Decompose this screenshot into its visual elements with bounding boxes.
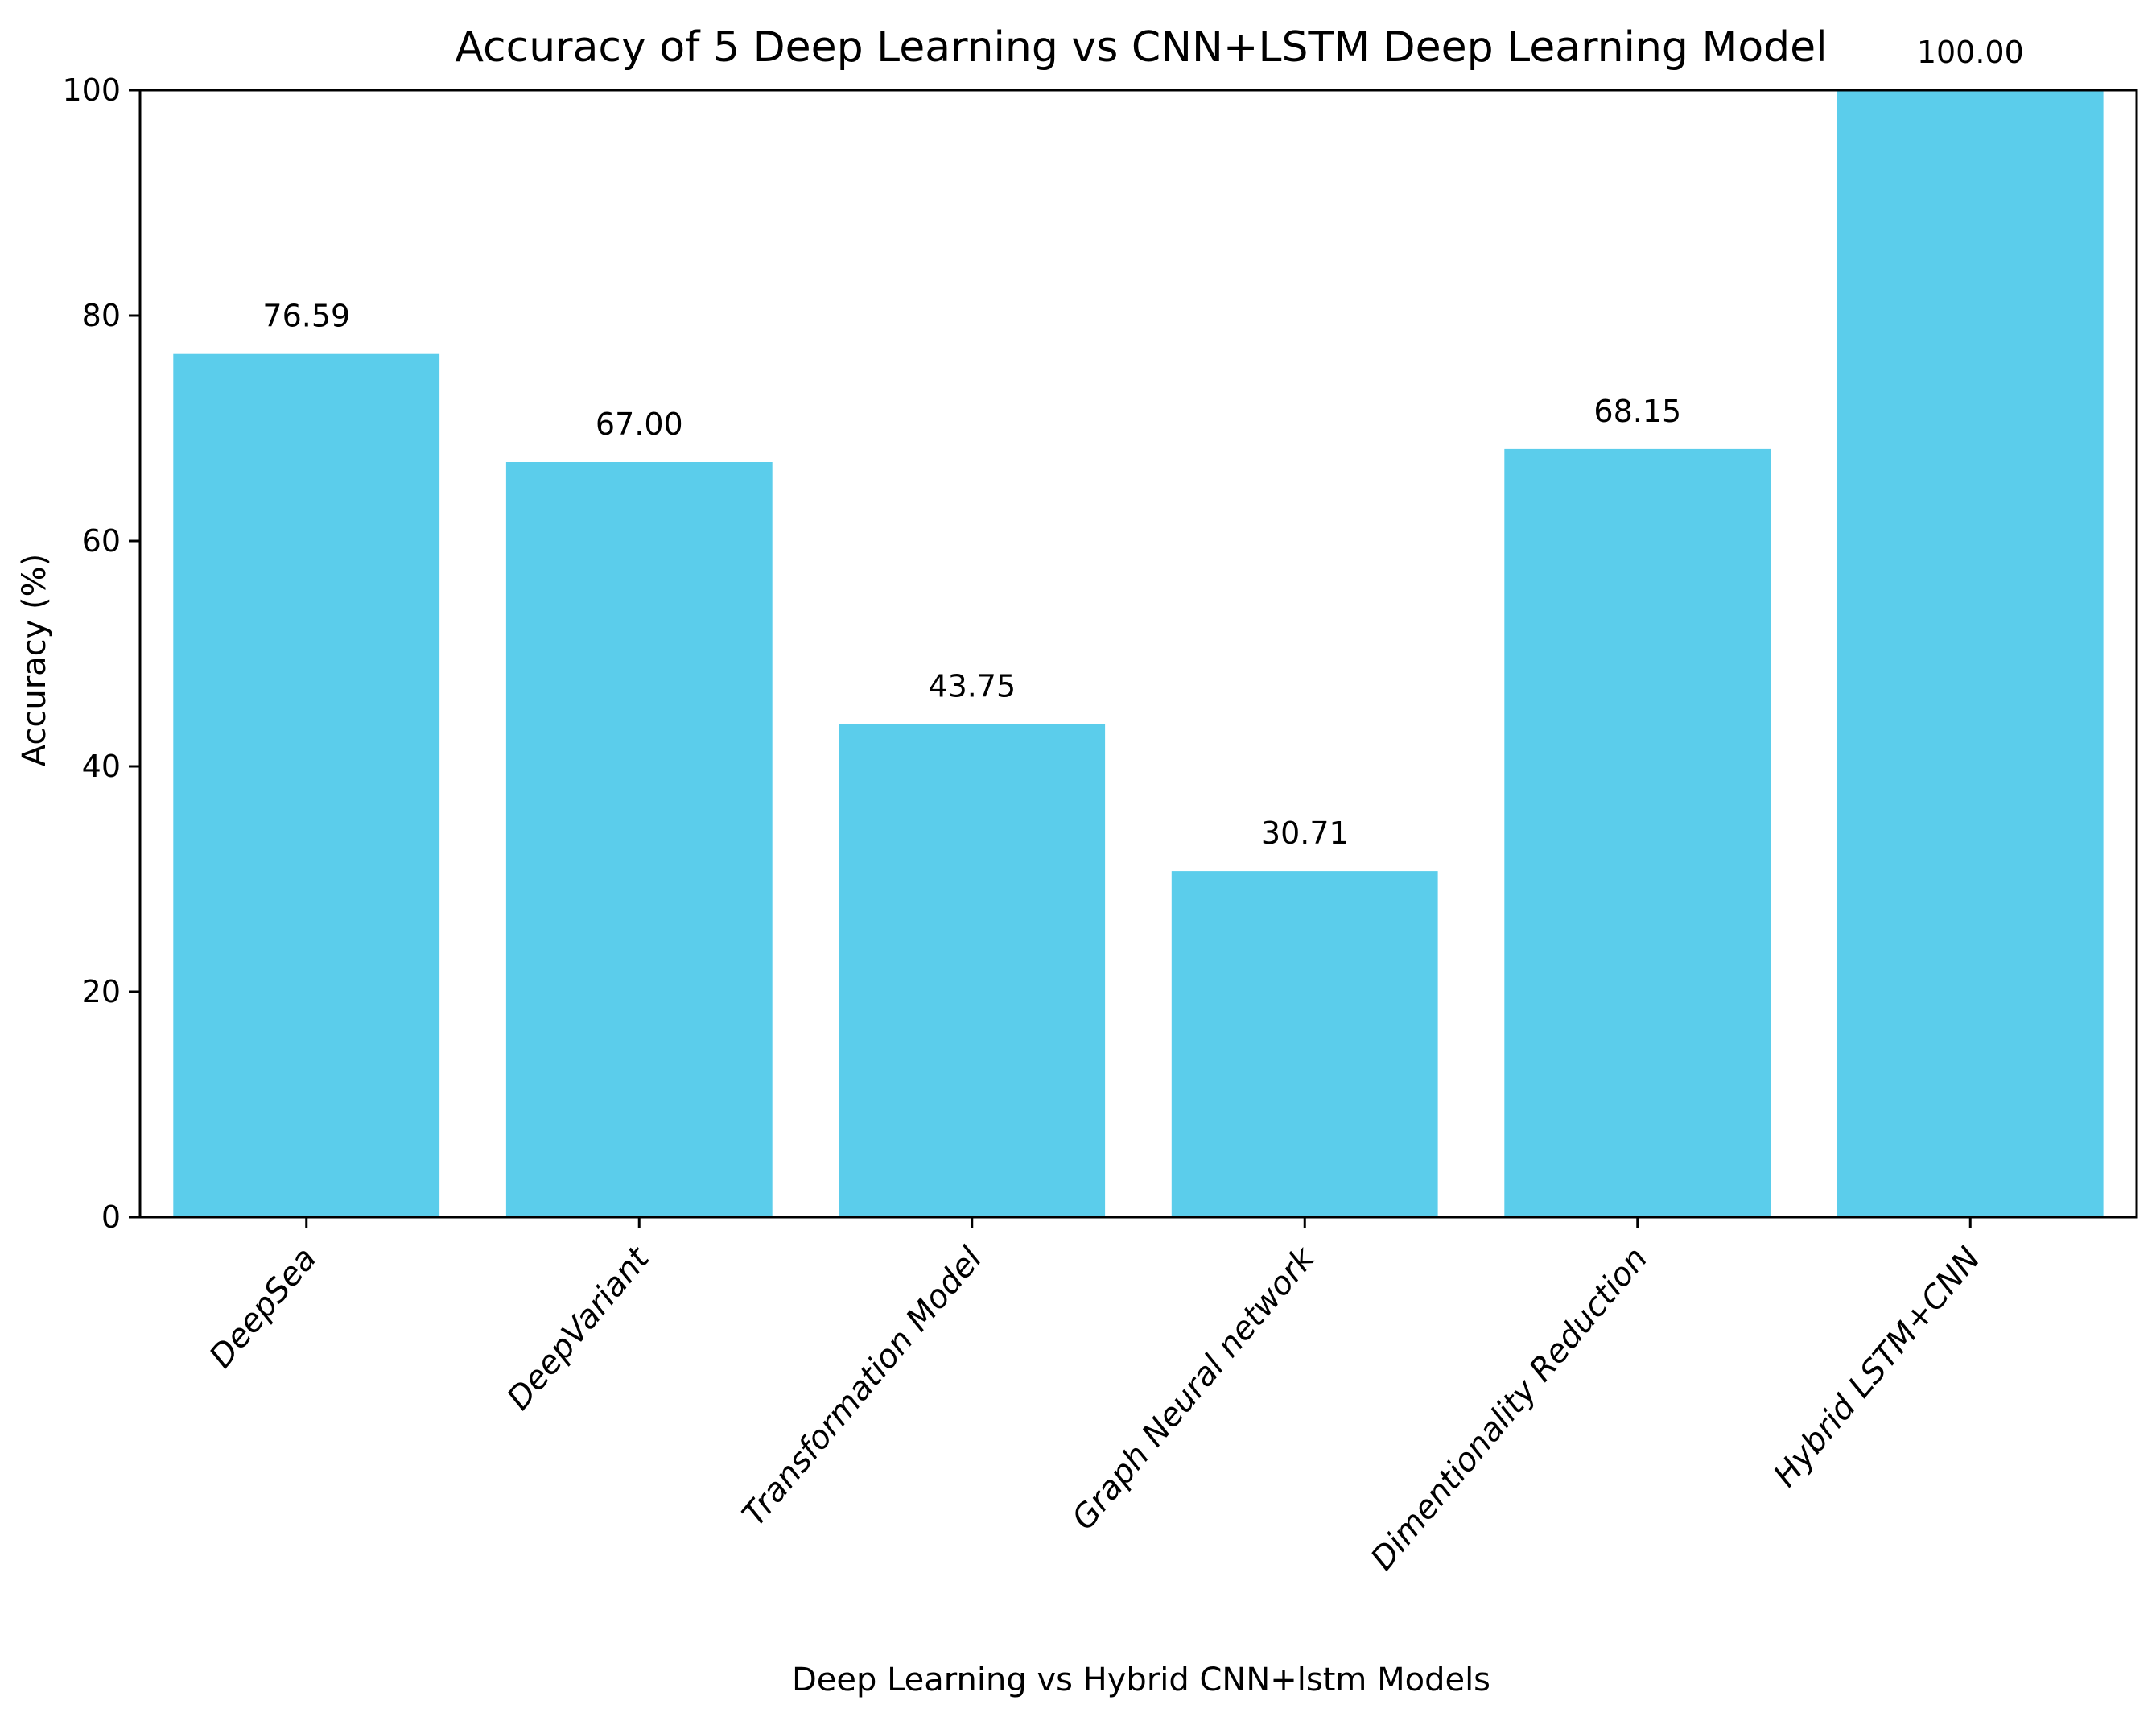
- x-tick-label: DeepSea: [203, 1240, 324, 1375]
- y-axis-label: Accuracy (%): [16, 554, 53, 767]
- bar-1: [173, 353, 440, 1218]
- y-tick-label: 100: [62, 72, 121, 108]
- bar-2: [505, 462, 773, 1217]
- y-tick-label: 0: [101, 1199, 121, 1235]
- plot-frame: [138, 89, 2138, 1219]
- bar-value-label: 43.75: [928, 669, 1016, 704]
- chart-title: Accuracy of 5 Deep Learning vs CNN+LSTM …: [455, 23, 1827, 72]
- bar-3: [839, 724, 1106, 1217]
- bar-4: [1171, 871, 1438, 1217]
- bar-6: [1837, 90, 2104, 1217]
- y-tick-label: 40: [82, 749, 121, 784]
- x-axis-label: Deep Learning vs Hybrid CNN+lstm Models: [792, 1661, 1490, 1699]
- y-tick-label: 60: [82, 523, 121, 559]
- bar-value-label: 100.00: [1917, 35, 2024, 70]
- bar-value-label: 68.15: [1593, 394, 1681, 429]
- x-tick-label: Transformation Model: [736, 1240, 990, 1533]
- x-tick-label: Hybrid LSTM+CNN: [1766, 1240, 1988, 1494]
- bar-value-label: 67.00: [596, 407, 683, 442]
- x-tick-label: Graph Neural network: [1065, 1239, 1323, 1537]
- bar-value-label: 30.71: [1261, 815, 1349, 851]
- y-tick-label: 80: [82, 298, 121, 333]
- bars-layer: 76.59 67.00 43.75 30.71 68.15 100.00: [173, 35, 2104, 1218]
- bar-value-label: 76.59: [262, 299, 350, 334]
- y-tick-label: 20: [82, 974, 121, 1009]
- bar-5: [1504, 448, 1771, 1217]
- x-tick-label: Dimentionality Reduction: [1364, 1240, 1655, 1578]
- x-tick-label: DeepVariant: [500, 1240, 657, 1417]
